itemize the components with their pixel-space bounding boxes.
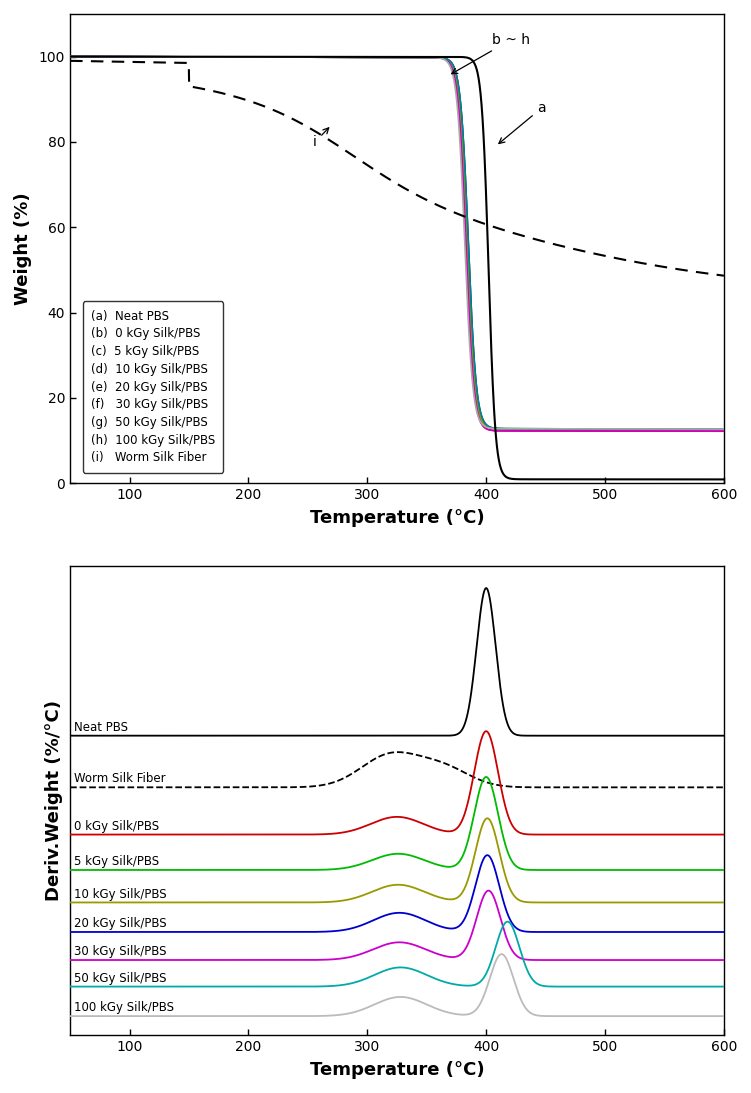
- X-axis label: Temperature (°C): Temperature (°C): [309, 509, 484, 527]
- Text: b ~ h: b ~ h: [452, 33, 530, 73]
- Text: a: a: [499, 101, 546, 143]
- Text: 5 kGy Silk/PBS: 5 kGy Silk/PBS: [74, 855, 158, 868]
- Legend: (a)  Neat PBS, (b)  0 kGy Silk/PBS, (c)  5 kGy Silk/PBS, (d)  10 kGy Silk/PBS, (: (a) Neat PBS, (b) 0 kGy Silk/PBS, (c) 5 …: [83, 302, 223, 472]
- Y-axis label: Deriv.Weight (%/°C): Deriv.Weight (%/°C): [45, 701, 63, 901]
- Y-axis label: Weight (%): Weight (%): [14, 192, 32, 305]
- Text: 50 kGy Silk/PBS: 50 kGy Silk/PBS: [74, 972, 166, 985]
- Text: 20 kGy Silk/PBS: 20 kGy Silk/PBS: [74, 917, 166, 930]
- Text: i: i: [313, 128, 329, 149]
- Text: 100 kGy Silk/PBS: 100 kGy Silk/PBS: [74, 1001, 173, 1014]
- Text: 10 kGy Silk/PBS: 10 kGy Silk/PBS: [74, 888, 166, 901]
- Text: 30 kGy Silk/PBS: 30 kGy Silk/PBS: [74, 945, 166, 959]
- X-axis label: Temperature (°C): Temperature (°C): [309, 1061, 484, 1079]
- Text: Worm Silk Fiber: Worm Silk Fiber: [74, 773, 165, 786]
- Text: Neat PBS: Neat PBS: [74, 720, 128, 733]
- Text: 0 kGy Silk/PBS: 0 kGy Silk/PBS: [74, 820, 158, 833]
